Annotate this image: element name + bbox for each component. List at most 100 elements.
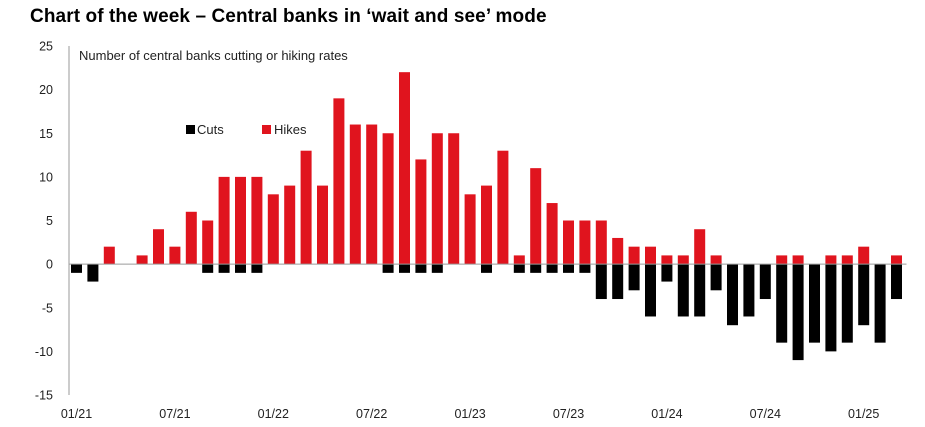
bar-cuts	[563, 264, 574, 273]
chart-title: Chart of the week – Central banks in ‘wa…	[30, 6, 547, 27]
bar-hikes	[792, 255, 804, 265]
bar-hikes	[415, 159, 427, 265]
bar-cuts	[841, 264, 853, 343]
y-tick-label: 0	[46, 258, 53, 272]
bar-cuts	[727, 264, 738, 326]
y-tick-label: 20	[39, 83, 53, 97]
bar-cuts	[661, 264, 673, 282]
y-tick-label: 10	[39, 170, 53, 184]
bar-cuts	[87, 264, 99, 282]
bar-hikes	[825, 255, 837, 265]
x-tick-label: 07/22	[356, 407, 387, 421]
bar-cuts	[645, 264, 656, 317]
bar-hikes	[858, 246, 870, 265]
bar-hikes	[645, 246, 656, 265]
bar-hikes	[136, 255, 148, 265]
bar-hikes	[202, 220, 214, 265]
bar-hikes	[694, 229, 706, 265]
bar-hikes	[382, 133, 394, 265]
bar-cuts	[235, 264, 246, 273]
bar-hikes	[333, 98, 345, 265]
bar-hikes	[251, 176, 263, 265]
bar-hikes	[595, 220, 607, 265]
bar-cuts	[431, 264, 443, 273]
bar-hikes	[563, 220, 574, 265]
bar-cuts	[891, 264, 902, 300]
x-tick-label: 07/23	[553, 407, 584, 421]
bar-cuts	[595, 264, 607, 300]
bar-hikes	[481, 185, 492, 265]
bar-cuts	[874, 264, 886, 343]
x-tick-label: 07/24	[750, 407, 781, 421]
bar-cuts	[694, 264, 706, 317]
legend-swatch-cuts	[186, 125, 195, 134]
y-tick-label: -15	[35, 389, 53, 403]
legend-swatch-hikes	[262, 125, 271, 134]
y-tick-label: -10	[35, 345, 53, 359]
bar-cuts	[825, 264, 837, 352]
x-tick-label: 01/24	[651, 407, 682, 421]
legend-label-hikes: Hikes	[274, 122, 307, 137]
bar-hikes	[185, 211, 197, 265]
bar-hikes	[218, 176, 230, 265]
bar-cuts	[202, 264, 214, 273]
bar-hikes	[497, 150, 509, 265]
bar-cuts	[792, 264, 804, 361]
bar-cuts	[415, 264, 427, 273]
x-tick-label: 01/23	[454, 407, 485, 421]
legend-label-cuts: Cuts	[197, 122, 224, 137]
bar-hikes	[776, 255, 788, 265]
bar-cuts	[809, 264, 820, 343]
bar-cuts	[513, 264, 525, 273]
y-tick-label: -5	[42, 301, 53, 315]
bar-hikes	[612, 237, 624, 265]
bar-hikes	[661, 255, 673, 265]
bar-hikes	[153, 229, 164, 265]
bar-hikes	[628, 246, 640, 265]
bar-hikes	[530, 168, 542, 265]
bar-hikes	[103, 246, 115, 265]
bars	[71, 72, 902, 361]
y-axis: 25 20 15 10 5 0 -5 -10 -15	[35, 40, 53, 403]
bar-cuts	[628, 264, 640, 291]
bar-hikes	[169, 246, 181, 265]
bar-hikes	[399, 72, 410, 265]
bar-hikes	[317, 185, 328, 265]
x-tick-label: 01/22	[258, 407, 289, 421]
bar-cuts	[776, 264, 788, 343]
bar-cuts	[71, 264, 82, 273]
bar-cuts	[677, 264, 689, 317]
bar-hikes	[464, 194, 476, 265]
bar-hikes	[448, 133, 460, 265]
legend: Cuts Hikes	[186, 122, 307, 137]
chart-annotation: Number of central banks cutting or hikin…	[79, 48, 348, 63]
bar-cuts	[481, 264, 492, 273]
bar-hikes	[579, 220, 591, 265]
bar-cuts	[251, 264, 263, 273]
x-tick-label: 07/21	[159, 407, 190, 421]
bar-hikes	[366, 124, 378, 265]
bar-cuts	[579, 264, 591, 273]
y-tick-label: 5	[46, 214, 53, 228]
bar-cuts	[759, 264, 771, 300]
y-tick-label: 15	[39, 127, 53, 141]
bar-hikes	[431, 133, 443, 265]
y-tick-label: 25	[39, 40, 53, 54]
x-tick-label: 01/21	[61, 407, 92, 421]
bar-hikes	[300, 150, 312, 265]
bar-cuts	[858, 264, 870, 326]
bar-cuts	[546, 264, 558, 273]
bar-hikes	[546, 203, 558, 265]
bar-cuts	[710, 264, 722, 291]
x-tick-label: 01/25	[848, 407, 879, 421]
bar-hikes	[677, 255, 689, 265]
bar-hikes	[841, 255, 853, 265]
bar-cuts	[530, 264, 542, 273]
bar-hikes	[267, 194, 279, 265]
bar-cuts	[218, 264, 230, 273]
bar-cuts	[612, 264, 624, 300]
bar-hikes	[710, 255, 722, 265]
bar-cuts	[743, 264, 755, 317]
bar-cuts	[382, 264, 394, 273]
